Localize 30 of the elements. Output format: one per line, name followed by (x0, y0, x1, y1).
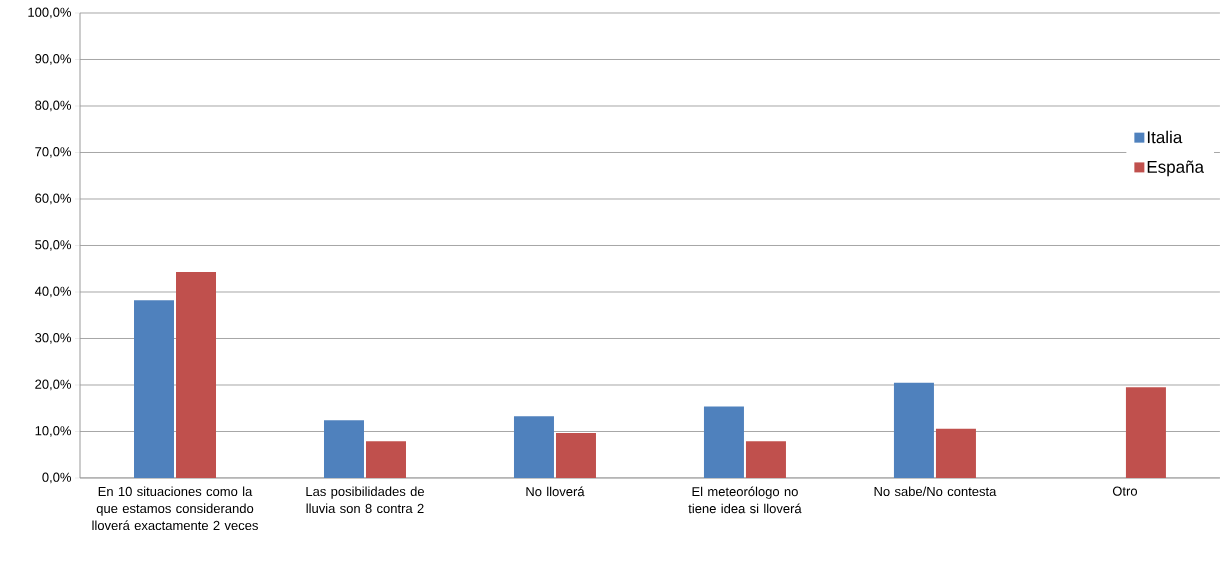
bar (365, 441, 406, 478)
bar (176, 271, 216, 478)
bar (745, 441, 786, 478)
legend-label: Italia (1147, 130, 1183, 144)
bar (134, 300, 175, 478)
bar (323, 420, 364, 478)
bar (703, 406, 744, 478)
x-tick-label: El meteorólogo no tiene idea si lloverá (688, 486, 802, 514)
bar (513, 416, 554, 478)
x-tick-label: Las posibilidades de lluvia son 8 contra 2 (306, 486, 424, 514)
x-tick-label: No sabe/No contesta (874, 486, 997, 497)
y-tick-label: 20,0% (35, 379, 72, 391)
bar (935, 428, 976, 478)
bar (893, 382, 934, 478)
x-tick-label: En 10 situaciones como la que estamos considerando lloverá exactamente 2 veces (92, 486, 258, 531)
bar (555, 432, 596, 478)
y-tick-label: 50,0% (35, 240, 72, 251)
y-tick-label: 70,0% (35, 147, 72, 158)
y-tick-label: 90,0% (35, 54, 72, 65)
bar (1125, 387, 1166, 478)
y-tick-label: 80,0% (35, 100, 72, 112)
y-tick-label: 100,0% (28, 7, 72, 19)
x-tick-label: Otro (1112, 486, 1138, 496)
y-tick-label: 30,0% (35, 333, 72, 344)
y-tick-label: 40,0% (34, 286, 72, 298)
x-tick-label: No lloverá (526, 486, 585, 497)
y-tick-label: 0,0% (42, 472, 72, 484)
legend-label: España (1147, 160, 1205, 177)
y-tick-label: 10,0% (35, 426, 72, 437)
y-tick-label: 60,0% (35, 193, 72, 205)
